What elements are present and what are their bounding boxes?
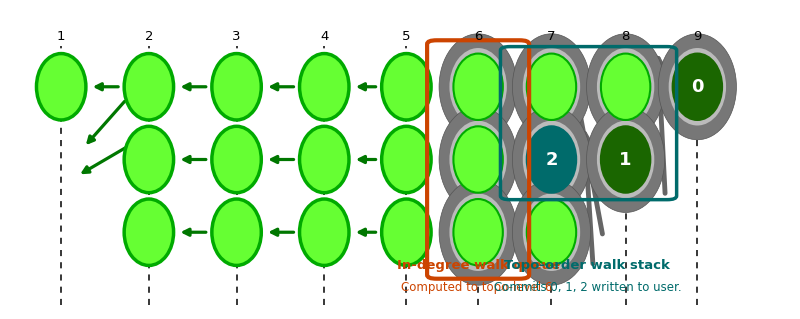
- Ellipse shape: [299, 126, 349, 193]
- Ellipse shape: [37, 54, 86, 120]
- Text: 3: 3: [232, 30, 241, 43]
- Text: Commits 0, 1, 2 written to user.: Commits 0, 1, 2 written to user.: [494, 281, 681, 294]
- Ellipse shape: [212, 54, 262, 120]
- Text: 2: 2: [145, 30, 153, 43]
- Ellipse shape: [526, 54, 576, 120]
- Ellipse shape: [124, 54, 174, 120]
- Text: 1: 1: [57, 30, 66, 43]
- Text: 5: 5: [402, 30, 410, 43]
- Ellipse shape: [382, 199, 431, 265]
- Ellipse shape: [601, 126, 650, 193]
- Text: 0: 0: [691, 78, 704, 96]
- Ellipse shape: [522, 121, 580, 198]
- Ellipse shape: [439, 34, 517, 140]
- Text: 8: 8: [622, 30, 630, 43]
- Text: Topo-order walk stack: Topo-order walk stack: [505, 259, 670, 272]
- Ellipse shape: [454, 199, 503, 265]
- Text: 1: 1: [619, 151, 632, 168]
- Ellipse shape: [382, 126, 431, 193]
- Ellipse shape: [526, 199, 576, 265]
- Ellipse shape: [299, 199, 349, 265]
- Ellipse shape: [124, 199, 174, 265]
- Ellipse shape: [673, 54, 722, 120]
- Ellipse shape: [658, 34, 737, 140]
- Ellipse shape: [597, 121, 654, 198]
- Ellipse shape: [526, 126, 576, 193]
- Ellipse shape: [382, 54, 431, 120]
- Ellipse shape: [439, 179, 517, 285]
- Ellipse shape: [513, 107, 590, 212]
- Ellipse shape: [299, 54, 349, 120]
- Ellipse shape: [522, 48, 580, 125]
- Ellipse shape: [124, 126, 174, 193]
- Ellipse shape: [669, 48, 726, 125]
- Text: 4: 4: [320, 30, 329, 43]
- Ellipse shape: [522, 194, 580, 271]
- Ellipse shape: [450, 194, 507, 271]
- Ellipse shape: [586, 34, 665, 140]
- Ellipse shape: [601, 54, 650, 120]
- Ellipse shape: [454, 126, 503, 193]
- Text: In-degree walk queue: In-degree walk queue: [397, 259, 560, 272]
- Ellipse shape: [513, 34, 590, 140]
- Text: 7: 7: [547, 30, 556, 43]
- Text: Computed to topo-level 6.: Computed to topo-level 6.: [401, 281, 556, 294]
- Ellipse shape: [212, 199, 262, 265]
- Text: 9: 9: [693, 30, 702, 43]
- Ellipse shape: [450, 48, 507, 125]
- Text: 2: 2: [546, 151, 558, 168]
- Ellipse shape: [439, 107, 517, 212]
- Ellipse shape: [450, 121, 507, 198]
- Ellipse shape: [454, 54, 503, 120]
- Text: 6: 6: [474, 30, 482, 43]
- Ellipse shape: [586, 107, 665, 212]
- Ellipse shape: [212, 126, 262, 193]
- Ellipse shape: [597, 48, 654, 125]
- Ellipse shape: [513, 179, 590, 285]
